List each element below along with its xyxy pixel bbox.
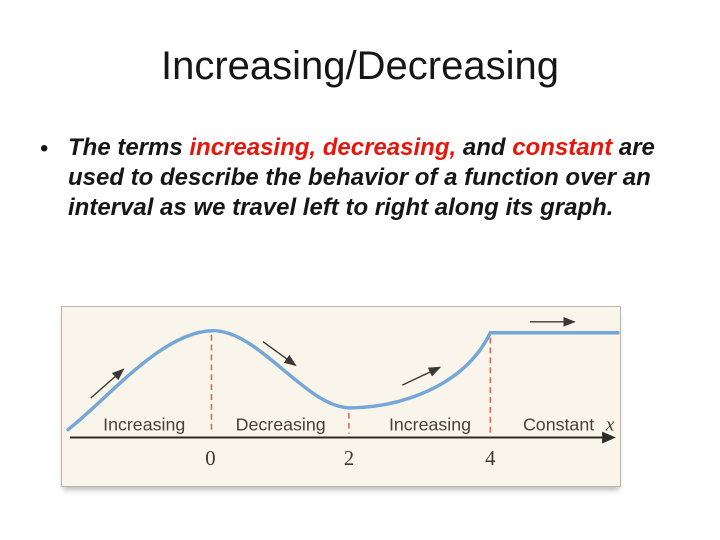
region-label-increasing-2: Increasing (389, 415, 471, 435)
highlighted-term: constant (512, 134, 613, 161)
bullet-line: The terms increasing, decreasing, and co… (68, 133, 655, 163)
tick-2: 2 (344, 448, 354, 470)
increasing-arrow2-icon (402, 366, 442, 386)
function-graph-figure: Increasing Decreasing Increasing Constan… (61, 306, 621, 487)
tick-0: 0 (205, 448, 215, 470)
x-axis-label: x (605, 415, 615, 436)
highlighted-term: decreasing, (322, 134, 457, 161)
body-text-run: interval as we travel left to right alon… (68, 194, 614, 221)
body-text-run: and (456, 134, 513, 161)
x-axis-arrowhead-icon (602, 431, 616, 444)
highlighted-term: increasing, (189, 134, 317, 161)
body-text-run: used to describe the behavior of a funct… (68, 164, 651, 191)
body-text-run: are (612, 134, 655, 161)
region-label-increasing-1: Increasing (103, 415, 185, 435)
function-curve (66, 328, 620, 432)
increasing-arrow-icon (90, 368, 125, 399)
bullet-line: used to describe the behavior of a funct… (68, 163, 655, 193)
page-title: Increasing/Decreasing (161, 44, 559, 88)
region-label-decreasing: Decreasing (236, 415, 326, 435)
bullet-item: • The terms increasing, decreasing, and … (40, 133, 700, 223)
body-text-run: The terms (68, 134, 190, 161)
body-text-run (316, 134, 323, 161)
bullet-line: interval as we travel left to right alon… (68, 193, 655, 223)
function-graph-svg: Increasing Decreasing Increasing Constan… (66, 316, 620, 470)
tick-4: 4 (485, 448, 496, 470)
bullet-marker: • (40, 135, 49, 162)
bullet-text: The terms increasing, decreasing, and co… (68, 133, 655, 223)
decreasing-arrow-icon (262, 341, 297, 367)
region-label-constant: Constant (523, 415, 594, 435)
